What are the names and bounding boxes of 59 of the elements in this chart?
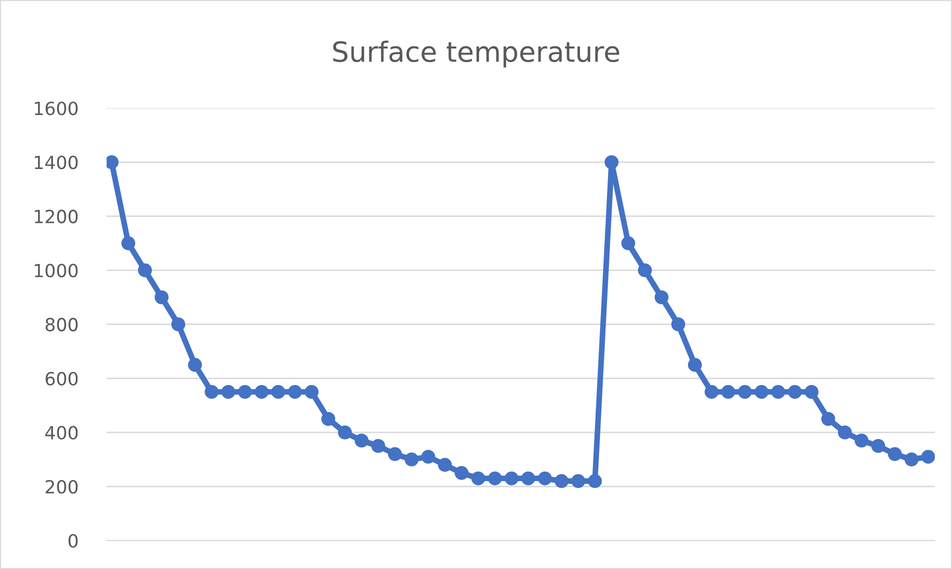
- point: [921, 450, 935, 464]
- y-tick-label: 1600: [34, 102, 78, 116]
- point: [688, 358, 702, 372]
- point: [671, 317, 686, 332]
- point: [821, 412, 836, 426]
- point: [488, 471, 502, 486]
- point: [904, 452, 918, 466]
- point: [154, 290, 169, 304]
- point: [171, 317, 186, 332]
- point: [388, 447, 402, 462]
- point: [654, 290, 669, 304]
- point: [538, 471, 552, 486]
- point: [138, 263, 152, 278]
- point: [571, 474, 586, 488]
- point: [454, 466, 469, 480]
- point: [404, 452, 419, 466]
- point: [554, 474, 569, 488]
- y-tick-label: 800: [46, 318, 78, 332]
- point: [521, 471, 536, 486]
- point: [438, 458, 452, 472]
- point: [288, 384, 302, 399]
- point: [871, 439, 886, 453]
- y-tick-label: 0: [68, 534, 78, 548]
- point: [854, 434, 868, 448]
- point: [504, 471, 519, 486]
- point: [621, 236, 636, 250]
- y-tick-label: 1000: [34, 264, 78, 278]
- point: [121, 236, 136, 250]
- point: [371, 439, 386, 453]
- point: [588, 474, 602, 488]
- point: [604, 155, 619, 170]
- point: [421, 450, 436, 464]
- point: [738, 384, 752, 399]
- point: [804, 384, 818, 399]
- point: [788, 384, 802, 399]
- y-tick-label: 1400: [34, 156, 78, 170]
- point: [721, 384, 736, 399]
- point: [254, 384, 269, 399]
- y-tick-label: 600: [46, 372, 78, 386]
- point: [638, 263, 652, 278]
- point: [204, 384, 219, 399]
- point: [771, 384, 786, 399]
- point: [838, 425, 852, 440]
- point: [354, 434, 369, 448]
- point: [271, 384, 286, 399]
- point: [338, 425, 352, 440]
- point: [321, 412, 336, 426]
- point: [754, 384, 768, 399]
- point: [188, 358, 202, 372]
- point: [221, 384, 236, 399]
- chart-title: Surface temperature: [333, 40, 620, 68]
- point: [471, 471, 486, 486]
- point: [888, 447, 902, 462]
- y-tick-label: 200: [46, 480, 78, 494]
- y-tick-label: 1200: [34, 210, 78, 224]
- y-tick-label: 400: [45, 426, 78, 440]
- point: [704, 384, 718, 399]
- point: [238, 384, 252, 399]
- point: [304, 384, 319, 399]
